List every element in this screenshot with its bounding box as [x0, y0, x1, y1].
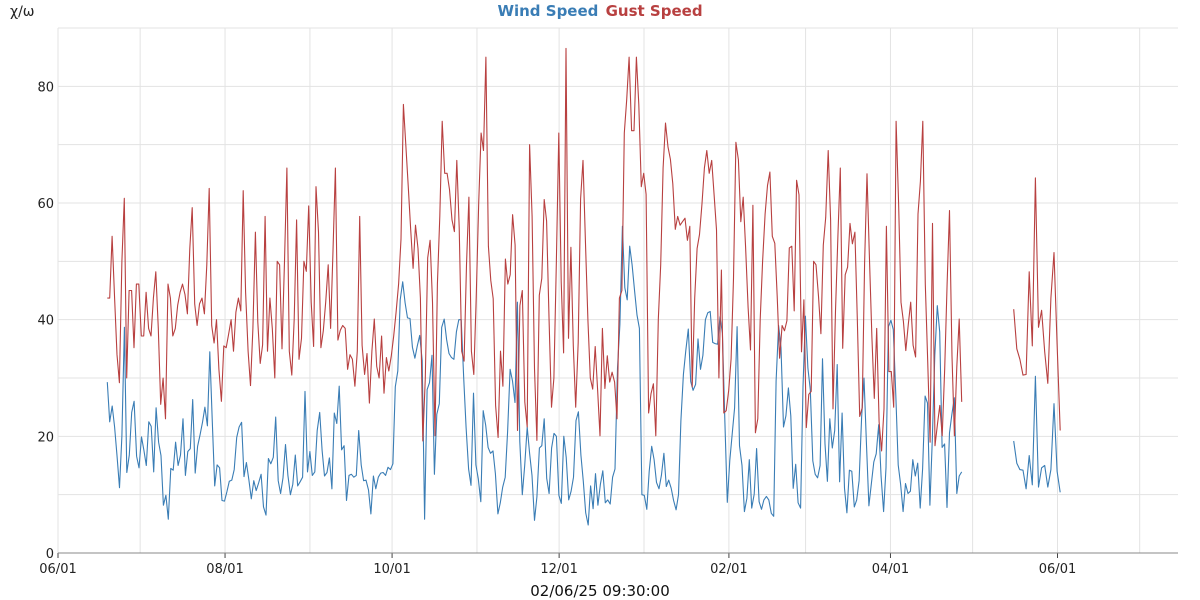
y-axis-label: χ/ω — [10, 4, 35, 20]
legend: Wind Speed Gust Speed — [0, 2, 1200, 20]
y-tick-label: 40 — [37, 314, 54, 329]
x-tick-label: 06/01 — [1039, 562, 1076, 577]
y-tick-label: 0 — [46, 547, 54, 562]
y-tick-label: 80 — [37, 80, 54, 95]
axes: 0 20 40 60 80 06/01 08/01 10/01 12/01 02/01 04/01 0… — [37, 80, 1178, 577]
series-line-gust-speed-segment-1 — [1013, 177, 1061, 431]
series-line-wind-speed-segment-1 — [1013, 375, 1061, 493]
x-tick-label: 10/01 — [373, 562, 410, 577]
x-tick-label: 12/01 — [540, 562, 577, 577]
x-tick-label: 02/01 — [710, 562, 747, 577]
grid-lines — [57, 27, 1178, 554]
y-tick-label: 20 — [37, 430, 54, 445]
series-lines — [106, 47, 1061, 526]
x-tick-label: 08/01 — [206, 562, 243, 577]
series-line-wind-speed-segment-0 — [106, 225, 963, 526]
series-line-gust-speed-segment-0 — [107, 47, 963, 452]
y-tick-label: 60 — [37, 197, 54, 212]
x-axis-label: 02/06/25 09:30:00 — [530, 582, 670, 600]
legend-item-gust-speed[interactable]: Gust Speed — [605, 2, 703, 20]
legend-item-wind-speed[interactable]: Wind Speed — [497, 2, 599, 20]
x-tick-label: 06/01 — [39, 562, 76, 577]
x-tick-label: 04/01 — [872, 562, 909, 577]
